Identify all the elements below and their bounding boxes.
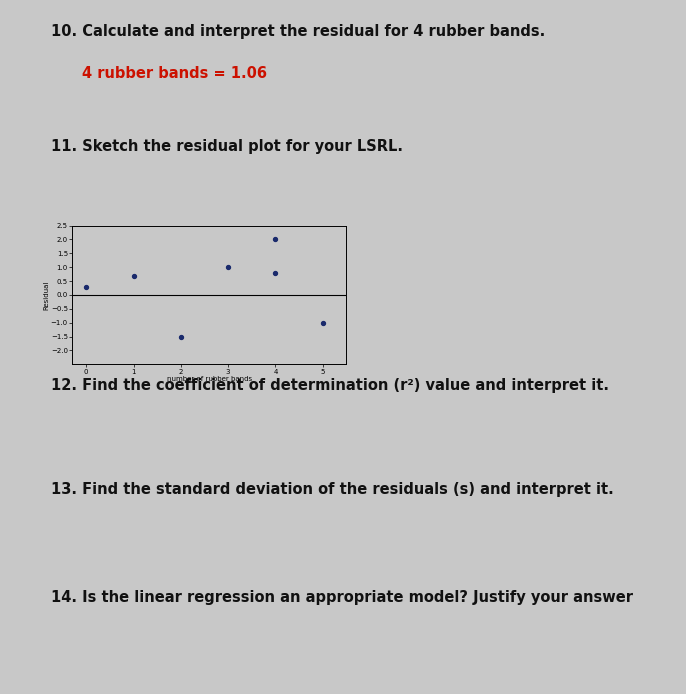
Point xyxy=(81,281,92,292)
Text: 12. Find the coefficient of determination (r²) value and interpret it.: 12. Find the coefficient of determinatio… xyxy=(51,378,609,393)
Text: 11. Sketch the residual plot for your LSRL.: 11. Sketch the residual plot for your LS… xyxy=(51,139,403,154)
Text: 13. Find the standard deviation of the residuals (s) and interpret it.: 13. Find the standard deviation of the r… xyxy=(51,482,614,498)
Point xyxy=(318,317,329,328)
X-axis label: number of rubber bands: number of rubber bands xyxy=(167,376,252,382)
Text: 10. Calculate and interpret the residual for 4 rubber bands.: 10. Calculate and interpret the residual… xyxy=(51,24,545,40)
Point xyxy=(270,234,281,245)
Text: 14. Is the linear regression an appropriate model? Justify your answer: 14. Is the linear regression an appropri… xyxy=(51,590,633,605)
Point xyxy=(176,331,187,342)
Point xyxy=(223,262,234,273)
Text: 4 rubber bands = 1.06: 4 rubber bands = 1.06 xyxy=(82,66,268,81)
Point xyxy=(270,267,281,278)
Point xyxy=(128,270,139,281)
Y-axis label: Residual: Residual xyxy=(43,280,49,310)
